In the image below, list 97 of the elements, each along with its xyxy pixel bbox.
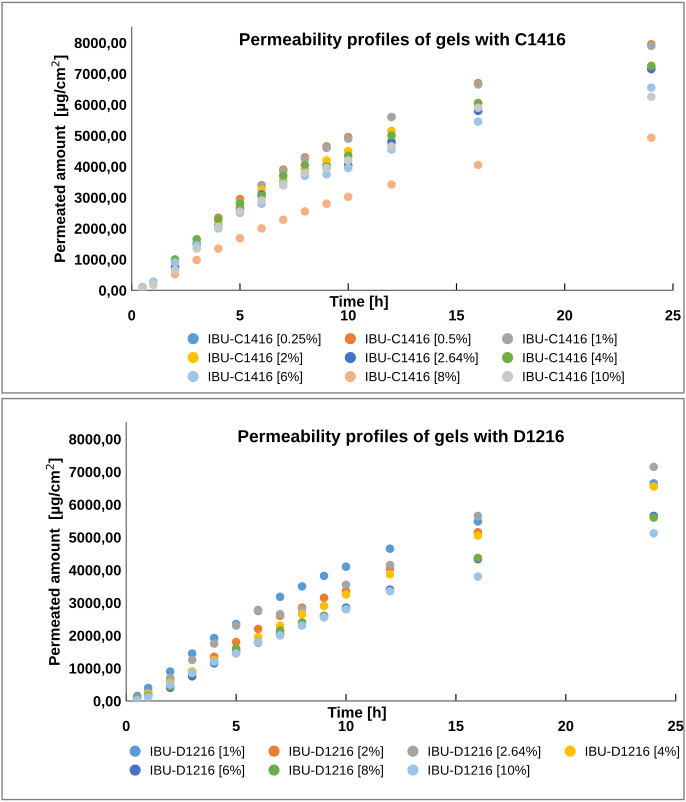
legend-label: IBU-C1416 [2.64%] bbox=[366, 352, 478, 365]
x-tick-label: 0 bbox=[122, 720, 130, 732]
x-tick-label: 15 bbox=[449, 310, 464, 320]
legend-label: IBU-C1416 [6%] bbox=[208, 372, 302, 384]
legend-label: IBU-C1416 [10%] bbox=[523, 372, 624, 384]
point bbox=[322, 199, 331, 208]
point bbox=[647, 83, 656, 92]
x-tick-label: 10 bbox=[338, 720, 354, 732]
legend-label: IBU-C1416 [0.5%] bbox=[366, 334, 470, 346]
point bbox=[170, 266, 180, 274]
x-axis-title: Time [h] bbox=[330, 296, 388, 310]
point bbox=[192, 244, 201, 253]
legend-label: IBU-C1416 [2%] bbox=[208, 352, 302, 365]
x-axis-title: Time [h] bbox=[328, 706, 386, 721]
y-tick-label: 2000,00 bbox=[69, 630, 121, 644]
point bbox=[257, 224, 266, 233]
legend-label: IBU-D1216 [6%] bbox=[150, 765, 244, 778]
y-tick-label: 4000,00 bbox=[74, 162, 126, 174]
legend-label: IBU-D1216 [2.64%] bbox=[428, 746, 540, 759]
y-tick-label: 8000,00 bbox=[69, 434, 121, 447]
y-tick-label: 1000,00 bbox=[75, 254, 126, 267]
point bbox=[257, 196, 266, 205]
point bbox=[474, 531, 482, 540]
point bbox=[474, 512, 482, 520]
y-tick-label: 0,00 bbox=[99, 285, 126, 298]
legend-label: IBU-D1216 [10%] bbox=[428, 765, 530, 778]
legend-label: IBU-C1416 [0.25%] bbox=[208, 334, 320, 346]
point bbox=[298, 610, 306, 618]
point bbox=[320, 572, 328, 580]
y-tick-label: 5000,00 bbox=[69, 532, 121, 545]
y-tick-label: 7000,00 bbox=[74, 68, 126, 82]
point bbox=[298, 582, 306, 591]
legend-label: IBU-D1216 [8%] bbox=[290, 765, 383, 778]
point bbox=[474, 117, 482, 126]
point bbox=[474, 103, 482, 112]
y-axis-title: Permeated amount [µg/cm$^{2}$] bbox=[46, 458, 63, 665]
legend-label: IBU-C1416 [4%] bbox=[523, 352, 616, 365]
point bbox=[342, 580, 350, 589]
point bbox=[276, 592, 284, 602]
y-tick-label: 0,00 bbox=[94, 696, 121, 708]
x-tick-label: 25 bbox=[668, 720, 684, 732]
point bbox=[210, 639, 218, 648]
y-tick-label: 1000,00 bbox=[70, 663, 121, 676]
point bbox=[188, 656, 196, 664]
chart-title: Permeability profiles of gels with D1216 bbox=[238, 430, 564, 446]
y-tick-label: 4000,00 bbox=[68, 565, 121, 578]
legend-label: IBU-C1416 [8%] bbox=[366, 372, 460, 384]
point bbox=[342, 590, 350, 599]
point bbox=[649, 462, 658, 472]
point bbox=[474, 572, 482, 581]
y-tick-label: 5000,00 bbox=[74, 130, 126, 144]
point bbox=[344, 192, 352, 202]
point bbox=[214, 244, 223, 253]
point bbox=[386, 544, 394, 553]
point bbox=[474, 160, 482, 170]
point bbox=[300, 207, 310, 216]
point bbox=[649, 529, 658, 538]
point bbox=[647, 133, 656, 142]
x-tick-label: 5 bbox=[236, 310, 244, 320]
legend-label: IBU-D1216 [1%] bbox=[150, 746, 244, 759]
y-tick-label: 7000,00 bbox=[69, 466, 121, 480]
y-tick-label: 3000,00 bbox=[68, 598, 121, 610]
point bbox=[344, 164, 352, 172]
point bbox=[320, 594, 328, 602]
point bbox=[387, 131, 396, 140]
point bbox=[192, 256, 201, 264]
x-tick-label: 20 bbox=[557, 310, 572, 320]
point bbox=[254, 624, 262, 634]
x-tick-label: 25 bbox=[665, 310, 681, 320]
legend-label: IBU-D1216 [4%] bbox=[586, 746, 680, 759]
point bbox=[386, 560, 394, 570]
x-tick-label: 15 bbox=[448, 720, 464, 732]
point bbox=[170, 258, 180, 267]
x-tick-label: 20 bbox=[558, 720, 574, 732]
point bbox=[300, 160, 310, 170]
y-tick-label: 3000,00 bbox=[74, 192, 126, 206]
chart-title: Permeability profiles of gels with C1416 bbox=[240, 32, 566, 49]
point bbox=[387, 142, 396, 151]
y-tick-label: 6000,00 bbox=[74, 100, 126, 112]
point bbox=[236, 234, 244, 243]
y-tick-label: 2000,00 bbox=[74, 224, 126, 236]
point bbox=[278, 172, 288, 180]
point bbox=[387, 180, 396, 189]
legend-label: IBU-D1216 [2%] bbox=[290, 746, 383, 759]
x-tick-label: 5 bbox=[232, 720, 240, 732]
point bbox=[344, 156, 352, 165]
point bbox=[342, 562, 350, 571]
y-axis-title: Permeated amount [µg/cm$^{2}$] bbox=[51, 56, 68, 262]
legend-label: IBU-C1416 [1%] bbox=[523, 334, 616, 346]
point bbox=[278, 215, 288, 224]
point bbox=[386, 570, 394, 579]
x-tick-label: 10 bbox=[341, 310, 356, 320]
y-tick-label: 6000,00 bbox=[69, 500, 121, 512]
point bbox=[298, 621, 306, 630]
x-tick-label: 0 bbox=[128, 310, 136, 320]
point bbox=[647, 92, 656, 102]
y-tick-label: 8000,00 bbox=[74, 38, 126, 50]
